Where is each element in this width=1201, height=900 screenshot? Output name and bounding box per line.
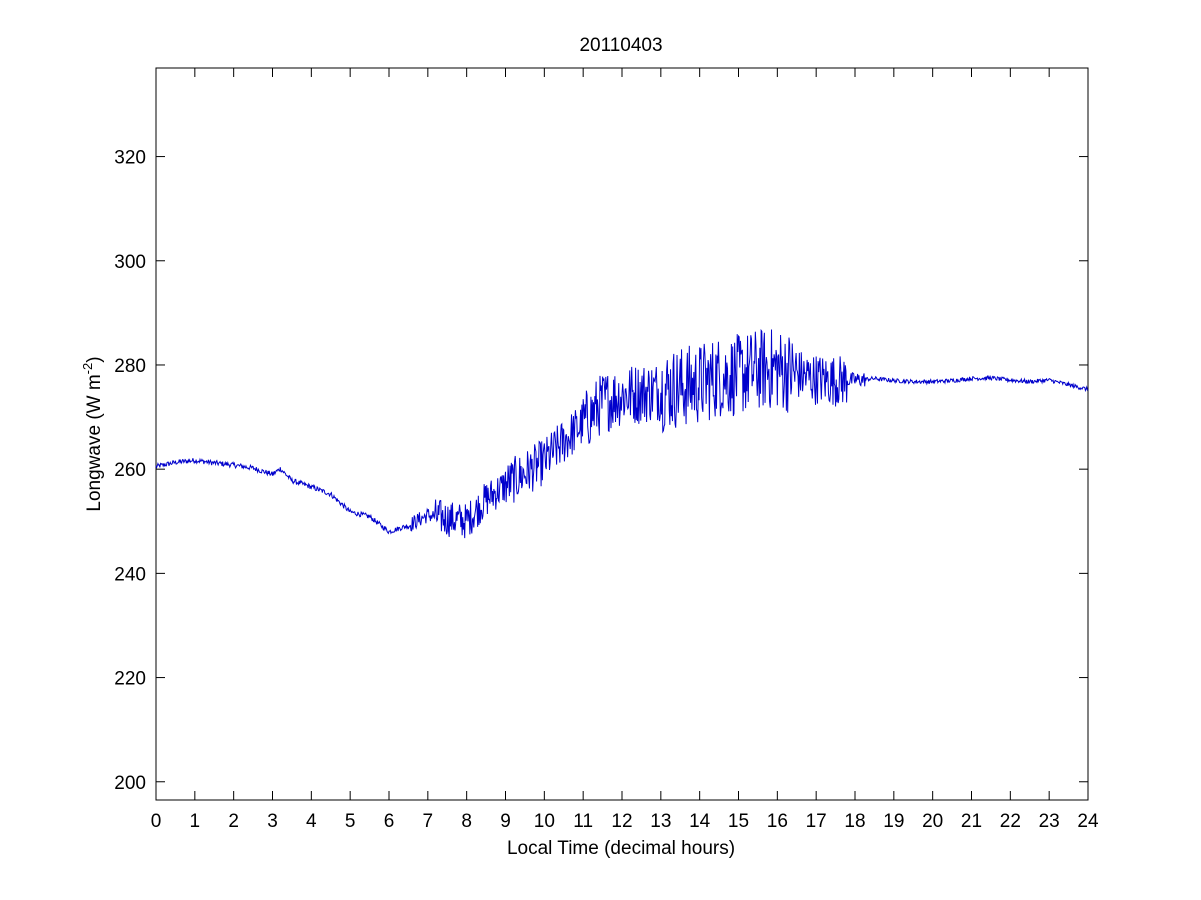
x-tick-label: 4 [306,811,317,832]
y-axis-label-close: ) [84,356,105,362]
x-tick-label: 13 [650,811,671,832]
x-tick-label: 12 [611,811,632,832]
y-axis-label-exponent: -2 [80,363,95,375]
x-tick-label: 2 [228,811,239,832]
y-tick-label: 200 [114,773,146,794]
x-tick-label: 19 [883,811,904,832]
y-tick-label: 300 [114,252,146,273]
x-tick-label: 16 [767,811,788,832]
x-tick-label: 20 [922,811,943,832]
x-tick-label: 11 [573,811,593,832]
x-tick-label: 23 [1039,811,1060,832]
longwave-series-line [155,328,1089,539]
x-tick-label: 15 [728,811,749,832]
x-tick-label: 24 [1077,811,1099,832]
y-tick-label: 240 [114,564,146,585]
x-tick-label: 1 [190,811,201,832]
y-tick-label: 220 [114,669,146,690]
x-tick-label: 9 [500,811,511,832]
y-axis-label: Longwave (W m-2) [80,356,105,511]
x-tick-label: 14 [689,811,711,832]
x-tick-label: 3 [267,811,278,832]
x-tick-label: 21 [961,811,982,832]
x-tick-label: 7 [423,811,434,832]
y-tick-label: 320 [114,148,146,169]
x-tick-label: 22 [1000,811,1021,832]
chart-title: 20110403 [579,35,662,56]
x-tick-label: 10 [534,811,555,832]
x-tick-label: 6 [384,811,395,832]
x-axis-label: Local Time (decimal hours) [507,838,735,859]
y-tick-label: 280 [114,356,146,377]
x-tick-label: 5 [345,811,356,832]
x-tick-label: 18 [844,811,865,832]
plot-area [155,67,1089,801]
x-tick-label: 17 [806,811,827,832]
x-tick-label: 0 [151,811,162,832]
y-tick-label: 260 [114,460,146,481]
x-tick-label: 8 [461,811,472,832]
